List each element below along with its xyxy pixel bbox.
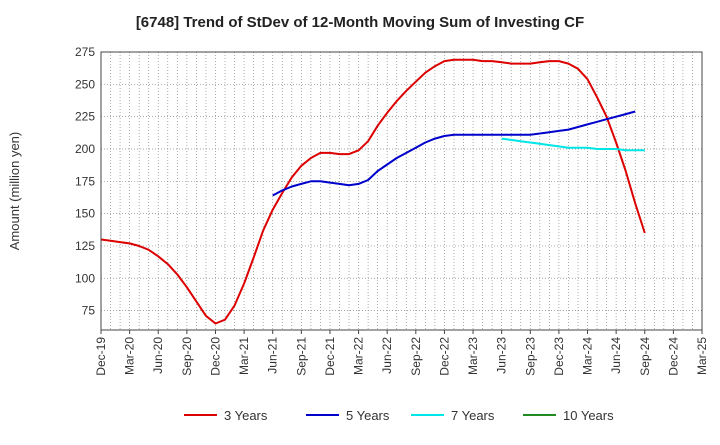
legend-label-3-years: 3 Years — [224, 408, 268, 423]
series-line-7-years — [501, 137, 645, 152]
x-tick-label: Mar-20 — [123, 337, 137, 375]
x-tick-label: Dec-24 — [666, 337, 680, 376]
x-tick-label: Jun-20 — [151, 337, 165, 374]
x-tick-label: Mar-22 — [352, 337, 366, 375]
y-tick-label: 175 — [75, 174, 95, 188]
y-tick-label: 225 — [75, 110, 95, 124]
x-tick-label: Mar-24 — [581, 337, 595, 375]
x-tick-label: Dec-23 — [552, 337, 566, 376]
y-tick-label: 75 — [82, 304, 96, 318]
y-axis-label: Amount (million yen) — [7, 132, 22, 251]
tick-layer: 75 100 125 150 175 200 225 250 275 Dec-19 Mar-20 Ju… — [75, 45, 709, 376]
x-tick-label: Dec-21 — [323, 337, 337, 376]
grid-layer — [101, 51, 702, 330]
y-tick-label: 200 — [75, 142, 95, 156]
y-tick-label: 150 — [75, 207, 95, 221]
y-tick-label: 250 — [75, 77, 95, 91]
x-tick-label: Jun-23 — [495, 337, 509, 374]
x-tick-label: Mar-23 — [466, 337, 480, 375]
legend: 3 Years 5 Years 7 Years 10 Years — [184, 408, 614, 423]
series-line-5-years — [272, 110, 636, 197]
series-line-3-years — [100, 58, 646, 325]
x-tick-label: Sep-22 — [409, 337, 423, 376]
x-tick-label: Sep-20 — [180, 337, 194, 376]
x-tick-label: Sep-21 — [294, 337, 308, 376]
y-tick-label: 275 — [75, 45, 95, 59]
legend-label-7-years: 7 Years — [451, 408, 495, 423]
x-tick-label: Jun-21 — [266, 337, 280, 374]
y-tick-label: 125 — [75, 239, 95, 253]
y-tick-label: 100 — [75, 271, 95, 285]
x-tick-label: Jun-24 — [609, 337, 623, 374]
legend-label-5-years: 5 Years — [346, 408, 390, 423]
x-tick-label: Dec-20 — [208, 337, 222, 376]
x-tick-label: Dec-19 — [94, 337, 108, 376]
x-tick-label: Mar-21 — [237, 337, 251, 375]
plot-frame — [100, 51, 703, 331]
x-tick-label: Sep-23 — [523, 337, 537, 376]
chart-title: [6748] Trend of StDev of 12-Month Moving… — [136, 14, 584, 31]
x-tick-label: Mar-25 — [695, 337, 709, 375]
series-layer — [100, 58, 646, 325]
x-tick-label: Dec-22 — [437, 337, 451, 376]
x-tick-label: Jun-22 — [380, 337, 394, 374]
x-tick-label: Sep-24 — [638, 337, 652, 376]
legend-label-10-years: 10 Years — [563, 408, 614, 423]
